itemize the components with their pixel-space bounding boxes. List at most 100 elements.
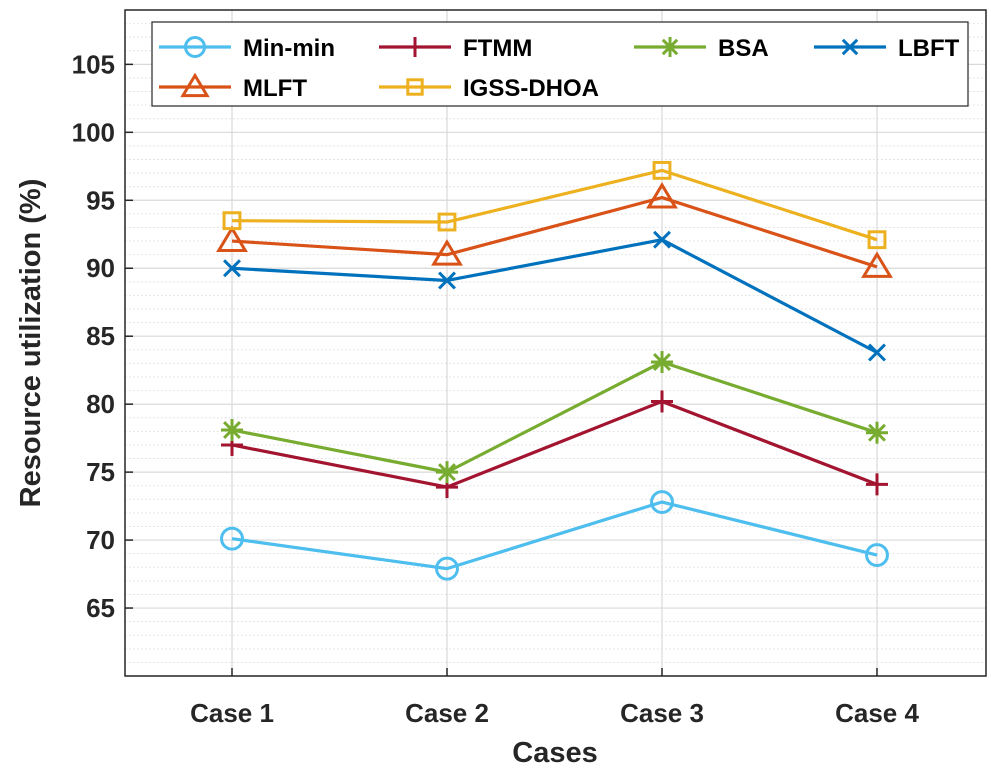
legend-label: MLFT <box>243 75 307 102</box>
data-point-min-min <box>865 543 889 567</box>
legend: Min-min FTMM BSA LBFT MLFT IGSS-DHOA <box>151 21 969 107</box>
marker-square <box>406 78 424 96</box>
marker-plus <box>866 473 888 496</box>
y-tick-label: 65 <box>86 593 115 623</box>
marker-triangle <box>180 72 210 98</box>
legend-entry-min-min: Min-min <box>159 35 335 62</box>
data-point-ftmm <box>866 473 888 496</box>
x-tick-label: Case 1 <box>190 698 274 728</box>
y-tick-label: 95 <box>86 185 115 215</box>
marker-square <box>867 230 887 250</box>
legend-label: LBFT <box>898 35 960 62</box>
marker-asterisk-b <box>223 421 241 439</box>
marker-circle <box>184 36 206 58</box>
y-axis-ticks: 65 70 75 80 85 90 95 100 105 <box>72 49 133 623</box>
data-point-ftmm <box>651 390 673 413</box>
marker-circle <box>435 556 459 581</box>
y-tick-label: 105 <box>72 49 115 79</box>
marker-plus <box>651 390 673 413</box>
series-group <box>216 160 893 581</box>
legend-label: FTMM <box>463 35 532 62</box>
legend-label: IGSS-DHOA <box>463 75 599 102</box>
marker-asterisk <box>221 418 243 441</box>
marker-x-b <box>438 271 456 290</box>
data-point-igss-dhoa <box>867 230 887 250</box>
legend-box <box>151 21 969 107</box>
marker-square <box>652 160 672 180</box>
y-axis-title: Resource utilization (%) <box>15 179 47 508</box>
data-point-bsa <box>436 461 458 484</box>
x-axis-ticks: Case 1 Case 2 Case 3 Case 4 <box>190 668 919 728</box>
data-point-mlft <box>861 251 893 278</box>
data-point-lbft <box>438 271 456 290</box>
series-igss-dhoa <box>222 160 887 250</box>
y-tick-label: 85 <box>86 321 115 351</box>
marker-asterisk-b <box>661 38 679 56</box>
marker-x-b <box>653 230 671 249</box>
series-lbft <box>223 230 886 362</box>
series-line-igss-dhoa <box>231 168 878 242</box>
data-point-lbft <box>868 343 886 362</box>
marker-x <box>653 230 671 249</box>
legend-label: BSA <box>718 35 769 62</box>
marker-x-b <box>868 343 886 362</box>
y-tick-label: 75 <box>86 457 115 487</box>
marker-x <box>868 343 886 362</box>
series-min-min <box>220 490 889 581</box>
series-mlft <box>216 182 893 278</box>
marker-asterisk-b <box>438 463 456 482</box>
marker-circle <box>220 526 244 551</box>
marker-asterisk <box>651 351 673 374</box>
marker-triangle <box>861 251 893 278</box>
data-point-mlft <box>646 182 678 209</box>
data-point-min-min <box>650 490 674 514</box>
data-point-lbft <box>223 259 241 278</box>
marker-x-b <box>223 259 241 278</box>
legend-entry-ftmm: FTMM <box>379 35 532 62</box>
marker-square <box>437 212 457 232</box>
data-point-lbft <box>653 230 671 249</box>
series-bsa <box>221 351 888 484</box>
data-point-igss-dhoa <box>652 160 672 180</box>
legend-label: Min-min <box>243 35 335 62</box>
x-tick-label: Case 3 <box>620 698 704 728</box>
marker-circle <box>650 490 674 514</box>
marker-circle <box>865 543 889 567</box>
marker-triangle <box>646 182 678 209</box>
marker-x-b <box>841 38 859 56</box>
data-point-min-min <box>435 556 459 581</box>
x-axis-title: Cases <box>512 737 597 769</box>
data-point-igss-dhoa <box>437 212 457 232</box>
marker-plus <box>405 37 425 57</box>
marker-x <box>223 259 241 278</box>
data-point-min-min <box>220 526 244 551</box>
marker-triangle <box>216 225 248 253</box>
data-point-bsa <box>866 421 888 444</box>
legend-entry-igss-dhoa: IGSS-DHOA <box>379 75 599 102</box>
marker-asterisk-b <box>653 353 671 372</box>
series-line-bsa <box>231 360 878 474</box>
legend-entry-bsa: BSA <box>634 35 769 62</box>
data-point-mlft <box>216 225 248 253</box>
data-point-bsa <box>651 351 673 374</box>
legend-entry-mlft: MLFT <box>159 72 307 102</box>
y-tick-label: 100 <box>72 117 115 147</box>
series-line-lbft <box>231 238 878 354</box>
y-tick-label: 70 <box>86 525 115 555</box>
y-tick-label: 90 <box>86 253 115 283</box>
y-tick-label: 80 <box>86 389 115 419</box>
marker-x <box>841 38 859 56</box>
marker-square <box>222 211 242 231</box>
data-point-igss-dhoa <box>222 211 242 231</box>
legend-entry-lbft: LBFT <box>814 35 960 62</box>
series-line-min-min <box>231 500 878 571</box>
data-point-mlft <box>431 239 463 266</box>
marker-asterisk <box>660 37 680 57</box>
data-point-bsa <box>221 418 243 441</box>
x-tick-label: Case 4 <box>835 698 919 728</box>
plot-frame <box>124 9 987 677</box>
x-tick-label: Case 2 <box>405 698 489 728</box>
marker-asterisk <box>436 461 458 484</box>
marker-asterisk-b <box>868 423 886 442</box>
